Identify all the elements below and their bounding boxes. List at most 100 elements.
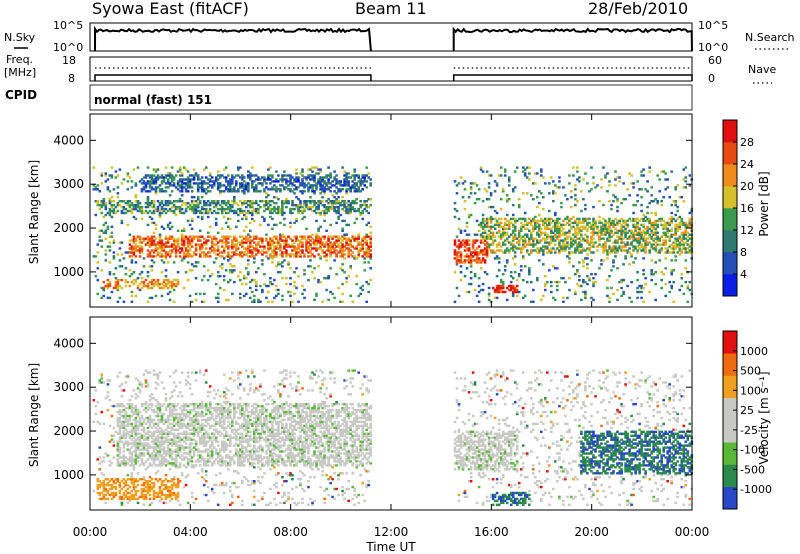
heatmap-cell: [224, 235, 228, 238]
heatmap-cell: [142, 408, 146, 412]
heatmap-cell: [568, 231, 571, 234]
heatmap-cell: [120, 434, 124, 437]
heatmap-cell: [638, 290, 641, 294]
heatmap-cell: [144, 237, 148, 240]
heatmap-cell: [361, 247, 364, 250]
heatmap-cell: [162, 284, 166, 288]
heatmap-cell: [196, 261, 200, 264]
heatmap-cell: [349, 176, 352, 179]
heatmap-cell: [628, 235, 631, 238]
heatmap-cell: [271, 255, 274, 258]
heatmap-cell: [369, 257, 372, 260]
heatmap-cell: [289, 174, 292, 177]
heatmap-cell: [289, 245, 292, 248]
heatmap-cell: [333, 247, 336, 250]
heatmap-cell: [92, 420, 96, 424]
heatmap-cell: [672, 269, 675, 272]
heatmap-cell: [231, 176, 234, 179]
heatmap-cell: [313, 201, 316, 205]
heatmap-cell: [301, 192, 304, 195]
heatmap-cell: [287, 253, 290, 256]
heatmap-cell: [206, 200, 210, 203]
heatmap-cell: [194, 207, 198, 211]
heatmap-cell: [654, 247, 657, 250]
heatmap-cell: [194, 261, 198, 264]
heatmap-cell: [285, 200, 288, 203]
heatmap-cell: [620, 239, 623, 242]
heatmap-cell: [140, 247, 144, 250]
heatmap-cell: [530, 219, 533, 223]
heatmap-cell: [509, 286, 513, 290]
heatmap-cell: [678, 245, 682, 248]
heatmap-cell: [222, 249, 226, 252]
heatmap-cell: [463, 200, 467, 203]
heatmap-cell: [485, 237, 489, 240]
heatmap-cell: [578, 241, 581, 244]
heatmap-cell: [124, 493, 128, 497]
heatmap-cell: [222, 275, 226, 278]
heatmap-cell: [247, 182, 250, 185]
heatmap-cell: [301, 168, 304, 171]
heatmap-cell: [184, 209, 188, 213]
heatmap-cell: [98, 491, 102, 495]
heatmap-cell: [602, 217, 605, 221]
heatmap-cell: [501, 273, 505, 276]
heatmap-cell: [680, 249, 684, 252]
heatmap-cell: [241, 241, 244, 244]
heatmap-cell: [122, 389, 126, 392]
heatmap-cell: [134, 448, 138, 451]
heatmap-cell: [247, 174, 250, 177]
heatmap-cell: [231, 188, 234, 191]
heatmap-cell: [532, 239, 535, 242]
heatmap-cell: [267, 178, 270, 181]
heatmap-cell: [644, 227, 647, 230]
heatmap-cell: [130, 428, 134, 431]
heatmap-cell: [138, 452, 142, 455]
heatmap-cell: [481, 259, 485, 262]
heatmap-cell: [455, 184, 459, 187]
heatmap-cell: [158, 190, 162, 193]
heatmap-cell: [566, 235, 569, 238]
heatmap-cell: [136, 410, 140, 414]
heatmap-cell: [134, 278, 138, 282]
heatmap-cell: [297, 209, 300, 213]
heatmap-cell: [202, 251, 206, 254]
heatmap-cell: [345, 241, 348, 244]
heatmap-cell: [367, 282, 370, 286]
heatmap-cell: [534, 182, 537, 185]
heatmap-cell: [118, 408, 122, 412]
heatmap-cell: [146, 408, 150, 412]
heatmap-cell: [523, 239, 527, 242]
heatmap-cell: [467, 259, 471, 262]
heatmap-cell: [369, 241, 372, 244]
heatmap-cell: [138, 438, 142, 441]
heatmap-cell: [253, 201, 256, 205]
heatmap-cell: [634, 229, 637, 232]
heatmap-cell: [558, 239, 561, 242]
heatmap-cell: [311, 184, 314, 187]
heatmap-cell: [343, 201, 346, 205]
heatmap-cell: [196, 176, 200, 179]
heatmap-cell: [138, 424, 142, 428]
heatmap-cell: [509, 233, 513, 236]
heatmap-cell: [485, 247, 489, 250]
heatmap-cell: [253, 255, 256, 258]
heatmap-cell: [229, 180, 232, 183]
heatmap-cell: [222, 257, 226, 260]
heatmap-cell: [146, 201, 150, 205]
heatmap-cell: [148, 182, 152, 185]
heatmap-cell: [648, 166, 651, 169]
heatmap-cell: [620, 235, 623, 238]
heatmap-cell: [624, 227, 627, 230]
heatmap-cell: [582, 247, 585, 250]
heatmap-cell: [682, 237, 686, 240]
heatmap-cell: [198, 235, 202, 238]
heatmap-cell: [134, 243, 138, 246]
station-title: Syowa East (fitACF): [92, 0, 249, 18]
heatmap-cell: [277, 263, 280, 266]
heatmap-cell: [152, 231, 156, 234]
heatmap-cell: [134, 426, 138, 430]
heatmap-cell: [116, 420, 120, 424]
heatmap-cell: [319, 176, 322, 179]
heatmap-cell: [152, 211, 156, 215]
